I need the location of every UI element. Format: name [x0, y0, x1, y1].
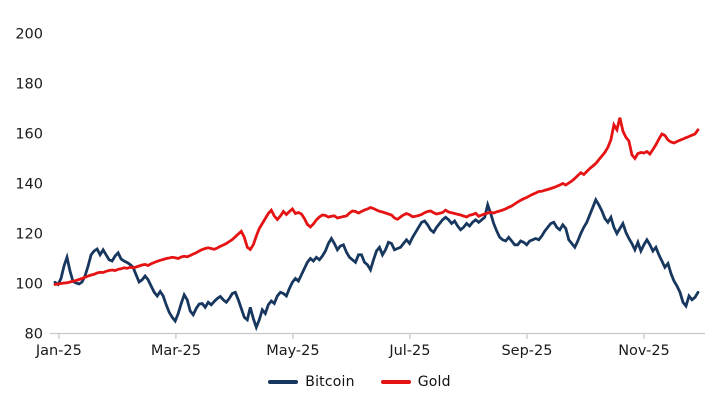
x-tick-label: Jul-25	[388, 343, 430, 359]
y-tick-label: 120	[15, 227, 43, 243]
y-tick-label: 140	[15, 177, 43, 193]
legend-item-gold: Gold	[380, 374, 451, 390]
legend: Bitcoin Gold	[0, 374, 719, 390]
x-tick-label: Jan-25	[35, 343, 82, 359]
x-tick-label: Mar-25	[151, 343, 201, 359]
bitcoin-line-swatch	[268, 380, 299, 384]
bitcoin-line	[53, 196, 700, 332]
y-tick-label: 80	[25, 327, 43, 343]
y-tick-label: 100	[15, 277, 43, 293]
x-tick-label: Sep-25	[501, 343, 552, 359]
legend-label-gold: Gold	[417, 374, 451, 390]
x-tick-label: Nov-25	[618, 343, 670, 359]
x-tick-label: May-25	[266, 343, 319, 359]
y-tick-label: 200	[15, 27, 43, 43]
legend-label-bitcoin: Bitcoin	[305, 374, 355, 390]
gold-line-swatch	[380, 380, 411, 384]
gold-line	[53, 117, 700, 286]
y-tick-label: 160	[15, 127, 43, 143]
y-tick-label: 180	[15, 77, 43, 93]
legend-item-bitcoin: Bitcoin	[268, 374, 355, 390]
